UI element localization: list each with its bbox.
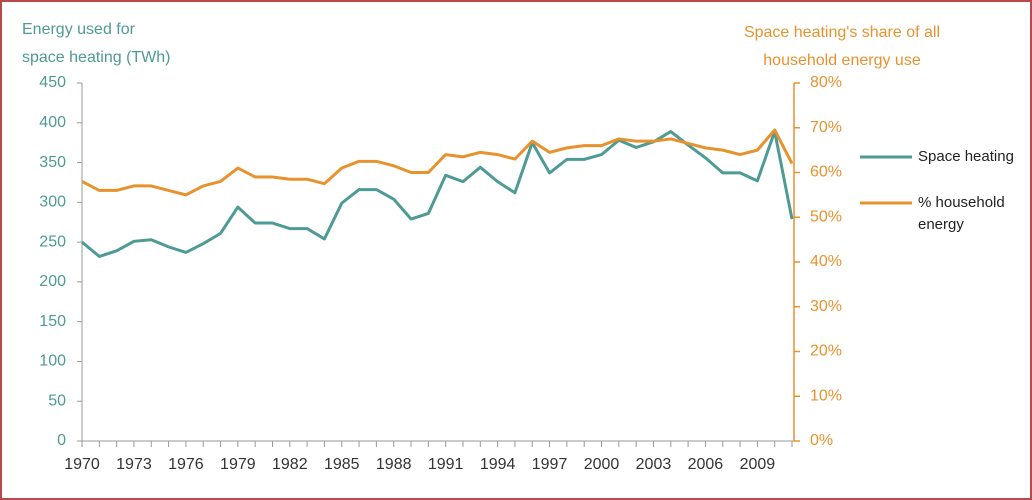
y2-tick-label: 70%	[810, 119, 842, 136]
y-tick-label: 250	[39, 233, 66, 250]
x-tick-label: 2003	[636, 456, 672, 473]
x-tick-label: 2006	[688, 456, 724, 473]
y-tick-label: 0	[57, 432, 66, 449]
x-tick-label: 1985	[324, 456, 360, 473]
y-tick-label: 300	[39, 194, 66, 211]
y-tick-label: 200	[39, 273, 66, 290]
y-tick-label: 400	[39, 114, 66, 131]
y2-tick-label: 80%	[810, 74, 842, 91]
y2-tick-label: 10%	[810, 387, 842, 404]
x-tick-label: 1979	[220, 456, 256, 473]
x-tick-label: 2000	[584, 456, 620, 473]
y-tick-label: 50	[48, 392, 66, 409]
y2-tick-label: 60%	[810, 164, 842, 181]
y2-tick-label: 50%	[810, 208, 842, 225]
y-tick-label: 450	[39, 74, 66, 91]
y2-tick-label: 0%	[810, 432, 833, 449]
x-tick-label: 1991	[428, 456, 464, 473]
x-tick-label: 2009	[740, 456, 776, 473]
x-tick-label: 1970	[64, 456, 100, 473]
series-line	[81, 128, 794, 197]
y-tick-label: 150	[39, 313, 66, 330]
x-tick-label: 1982	[272, 456, 308, 473]
y2-axis-label: Space heating's share of all	[744, 24, 940, 41]
x-tick-label: 1988	[376, 456, 412, 473]
y2-axis-label: household energy use	[763, 52, 921, 69]
x-tick-label: 1976	[168, 456, 204, 473]
x-tick-label: 1973	[116, 456, 152, 473]
y2-tick-label: 30%	[810, 298, 842, 315]
y2-tick-label: 20%	[810, 343, 842, 360]
legend-label: Space heating	[918, 148, 1014, 165]
x-tick-label: 1997	[532, 456, 568, 473]
y2-tick-label: 40%	[810, 253, 842, 270]
legend-label: % household energy	[918, 194, 1005, 233]
y-axis-label: Energy used for	[22, 21, 136, 38]
y-tick-label: 100	[39, 353, 66, 370]
y-tick-label: 350	[39, 154, 66, 171]
x-tick-label: 1994	[480, 456, 516, 473]
y-axis-label: space heating (TWh)	[22, 49, 171, 66]
series-line	[81, 130, 794, 258]
